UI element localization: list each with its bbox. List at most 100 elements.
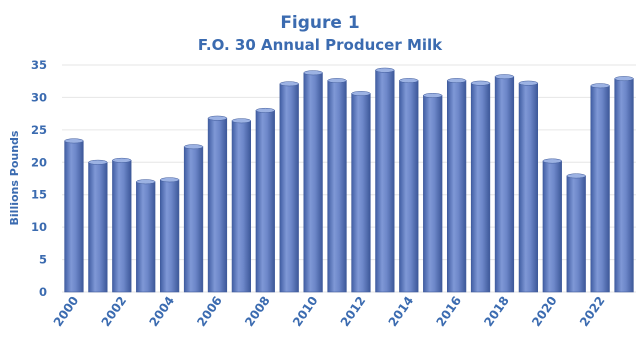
bar	[351, 91, 371, 293]
bar-rect	[566, 175, 586, 293]
bar	[64, 138, 84, 293]
bar	[423, 93, 443, 293]
bar	[494, 74, 515, 293]
bar	[566, 173, 586, 293]
bar-top	[494, 74, 515, 80]
bar-top	[231, 118, 251, 124]
y-tick-label: 20	[31, 155, 47, 169]
bar-top	[351, 91, 371, 96]
bar	[112, 157, 132, 293]
bar	[231, 118, 252, 293]
bar-rect	[423, 95, 443, 293]
bar-rect	[231, 120, 252, 293]
bar-rect	[446, 80, 467, 293]
bar-rect	[470, 82, 491, 293]
bar-rect	[399, 80, 419, 293]
bar-rect	[159, 179, 180, 293]
bar-top	[542, 158, 562, 164]
bar-top	[327, 78, 347, 84]
chart-title: Figure 1	[280, 13, 359, 33]
bar-top	[64, 138, 84, 144]
bar-top	[303, 70, 323, 76]
bar-rect	[207, 117, 228, 293]
bar	[88, 159, 108, 293]
x-tick-label: 2008	[242, 294, 273, 329]
bar	[542, 158, 562, 293]
bar-top	[88, 159, 108, 165]
bar-rect	[614, 78, 634, 293]
x-tick-label: 2012	[338, 294, 369, 329]
bar-top	[255, 107, 275, 113]
x-tick-label: 2004	[146, 294, 177, 329]
bar	[136, 179, 156, 293]
y-axis-ticks: 0 5 10 15 20 25 30 35	[31, 58, 47, 299]
y-tick-label: 35	[31, 58, 47, 72]
chart-subtitle: F.O. 30 Annual Producer Milk	[198, 36, 443, 54]
x-tick-label: 2002	[99, 294, 130, 329]
bar	[590, 83, 610, 293]
x-tick-label: 2016	[433, 294, 464, 329]
y-tick-label: 30	[31, 90, 47, 104]
bar	[159, 177, 180, 293]
bar-top	[207, 115, 228, 121]
bar-rect	[375, 69, 395, 293]
bar-rect	[303, 72, 323, 293]
bar-top	[566, 173, 586, 179]
bar-top	[279, 81, 299, 87]
x-tick-label: 2020	[529, 294, 560, 329]
bar	[375, 67, 395, 293]
bar-top	[470, 80, 491, 86]
bar-top	[518, 80, 538, 86]
bar-rect	[255, 110, 275, 293]
bar-rect	[88, 161, 108, 293]
bar	[470, 80, 491, 293]
x-tick-label: 2006	[194, 294, 225, 329]
bar	[255, 107, 275, 293]
bar-rect	[64, 140, 84, 293]
bar-rect	[590, 85, 610, 293]
bar	[399, 78, 419, 293]
y-tick-label: 25	[31, 123, 47, 137]
bar-top	[112, 157, 132, 163]
bar-top	[160, 177, 180, 183]
bar-top	[614, 76, 634, 82]
bar	[518, 80, 539, 293]
bar	[207, 115, 228, 293]
y-tick-label: 0	[39, 285, 47, 299]
x-tick-label: 2000	[51, 294, 82, 329]
bar-top	[447, 78, 467, 84]
bars	[64, 67, 634, 293]
x-tick-label: 2022	[577, 294, 608, 329]
y-axis-label: Billions Pounds	[8, 130, 21, 225]
x-axis-ticks: 2000 2002 2004 2006 2008 2010 2012 2014 2016 2018…	[51, 294, 608, 329]
bar-top	[399, 78, 419, 84]
bar-top	[423, 93, 443, 98]
bar	[327, 78, 347, 293]
bar-rect	[183, 146, 204, 293]
bar-rect	[327, 80, 347, 293]
bar	[614, 76, 634, 293]
bar-rect	[518, 82, 539, 293]
bar	[446, 78, 467, 293]
bar-top	[375, 67, 395, 73]
bar	[279, 81, 299, 293]
bar-top	[183, 144, 204, 150]
x-tick-label: 2010	[290, 294, 321, 329]
bar-rect	[351, 93, 371, 293]
bar-rect	[112, 160, 132, 293]
gridlines	[62, 64, 636, 293]
bar-top	[590, 83, 610, 89]
y-tick-label: 15	[31, 188, 47, 202]
y-tick-label: 10	[31, 220, 47, 234]
bar	[303, 70, 323, 293]
bar-rect	[494, 76, 515, 293]
bar-rect	[279, 83, 299, 293]
bar	[183, 144, 204, 293]
bar-rect	[542, 160, 562, 293]
x-tick-label: 2014	[386, 294, 417, 329]
bar-top	[136, 179, 156, 185]
y-tick-label: 5	[39, 253, 47, 267]
x-tick-label: 2018	[481, 294, 512, 329]
